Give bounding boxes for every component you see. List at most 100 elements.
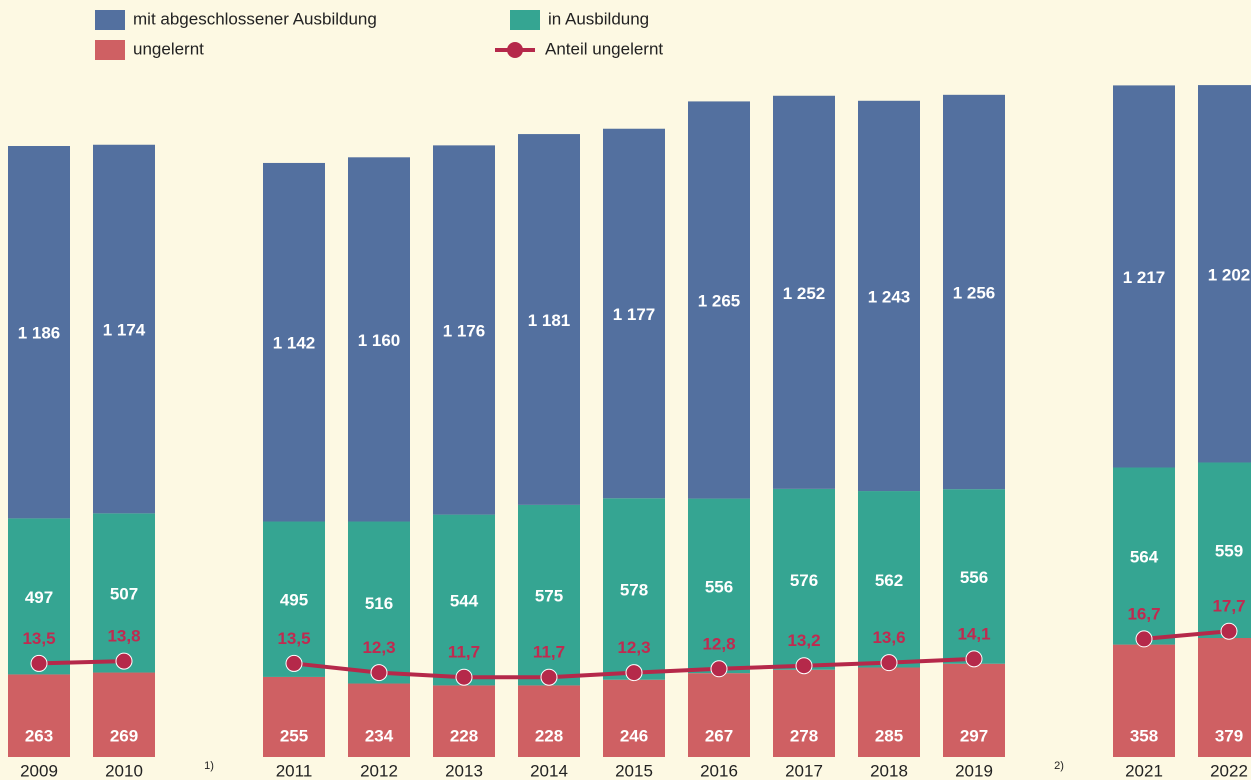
bar-segment	[348, 157, 410, 522]
bar-segment	[1198, 462, 1251, 639]
bar-segment	[943, 94, 1005, 490]
bar-segment	[1113, 85, 1175, 468]
legend-label: ungelernt	[133, 39, 204, 58]
x-tick-label: 2009	[20, 761, 58, 780]
line-value-label: 16,7	[1127, 604, 1160, 623]
value-label: 1 142	[273, 334, 316, 353]
value-label: 495	[280, 591, 308, 610]
line-value-label: 13,6	[872, 628, 905, 647]
bar-segment	[688, 498, 750, 674]
bar-segment	[348, 683, 410, 757]
line-value-label: 12,3	[362, 638, 395, 657]
bar-segment	[603, 679, 665, 757]
value-label: 544	[450, 591, 479, 610]
value-label: 1 174	[103, 321, 146, 340]
bar-segment	[773, 669, 835, 757]
bar-segment	[93, 672, 155, 757]
legend-label: in Ausbildung	[548, 9, 649, 28]
line-value-label: 13,5	[22, 629, 55, 648]
line	[38, 659, 125, 666]
bar-segment	[518, 685, 580, 757]
value-label: 358	[1130, 726, 1158, 745]
value-label: 578	[620, 581, 648, 600]
x-tick-label: 2018	[870, 761, 908, 780]
value-label: 285	[875, 726, 903, 745]
line-marker	[880, 654, 898, 672]
line-marker	[540, 668, 558, 686]
x-tick-label: 2017	[785, 761, 823, 780]
bar-segment	[1113, 467, 1175, 645]
bar-segment	[858, 667, 920, 757]
line-marker	[795, 657, 813, 675]
value-label: 255	[280, 726, 308, 745]
legend-marker	[507, 42, 523, 58]
line-value-label: 12,8	[702, 634, 735, 653]
value-label: 267	[705, 726, 733, 745]
line-value-label: 13,5	[277, 629, 310, 648]
bar-segment	[1198, 85, 1251, 463]
bar-segment	[8, 145, 70, 519]
value-label: 576	[790, 571, 818, 590]
x-tick-label: 2012	[360, 761, 398, 780]
line-value-label: 12,3	[617, 638, 650, 657]
bar-segment	[263, 521, 325, 677]
value-label: 269	[110, 726, 138, 745]
value-label: 1 160	[358, 331, 401, 350]
value-label: 1 181	[528, 311, 571, 330]
value-label: 263	[25, 726, 53, 745]
bar-segment	[93, 513, 155, 673]
x-tick-label: 2015	[615, 761, 653, 780]
value-label: 1 176	[443, 321, 486, 340]
value-label: 559	[1215, 542, 1243, 561]
line-marker	[285, 654, 303, 672]
value-label: 575	[535, 587, 563, 606]
bar-segment	[943, 489, 1005, 664]
bar-segment	[518, 134, 580, 505]
value-label: 234	[365, 726, 394, 745]
bar-segment	[518, 504, 580, 686]
value-label: 297	[960, 726, 988, 745]
line-value-label: 11,7	[533, 643, 565, 662]
line-marker	[965, 650, 983, 668]
value-label: 556	[705, 577, 733, 596]
bar-segment	[8, 674, 70, 757]
bar-segment	[8, 518, 70, 675]
x-tick-label: 2013	[445, 761, 483, 780]
bar-segment	[858, 491, 920, 668]
value-label: 379	[1215, 726, 1243, 745]
value-label: 246	[620, 726, 648, 745]
line-marker	[1220, 622, 1238, 640]
bar-segment	[1113, 644, 1175, 757]
line-value-label: 17,7	[1212, 597, 1245, 616]
line-marker	[115, 652, 133, 670]
value-label: 228	[535, 726, 563, 745]
line-marker	[1135, 630, 1153, 648]
value-label: 1 243	[868, 287, 911, 306]
value-label: 278	[790, 726, 818, 745]
value-label: 228	[450, 726, 478, 745]
line-value-label: 13,2	[787, 631, 820, 650]
bar-segment	[263, 162, 325, 522]
x-tick-label: 2010	[105, 761, 143, 780]
bar-segment	[433, 685, 495, 757]
x-tick-label: 2019	[955, 761, 993, 780]
value-label: 1 177	[613, 305, 656, 324]
line-value-label: 13,8	[107, 627, 140, 646]
legend-swatch	[510, 10, 540, 30]
value-label: 507	[110, 584, 138, 603]
value-label: 516	[365, 594, 393, 613]
value-label: 1 202	[1208, 265, 1251, 284]
x-tick-label: 2011	[276, 761, 313, 780]
line	[1143, 629, 1230, 641]
value-label: 556	[960, 568, 988, 587]
value-label: 497	[25, 588, 53, 607]
bar-segment	[603, 498, 665, 680]
x-tick-label: 2022	[1210, 761, 1248, 780]
x-tick-label: 2021	[1125, 761, 1163, 780]
bar-segment	[773, 488, 835, 670]
footnote-marker: 1)	[204, 760, 214, 772]
x-tick-label: 2016	[700, 761, 738, 780]
legend-swatch	[95, 40, 125, 60]
line-value-label: 14,1	[957, 624, 990, 643]
value-label: 1 217	[1123, 268, 1166, 287]
